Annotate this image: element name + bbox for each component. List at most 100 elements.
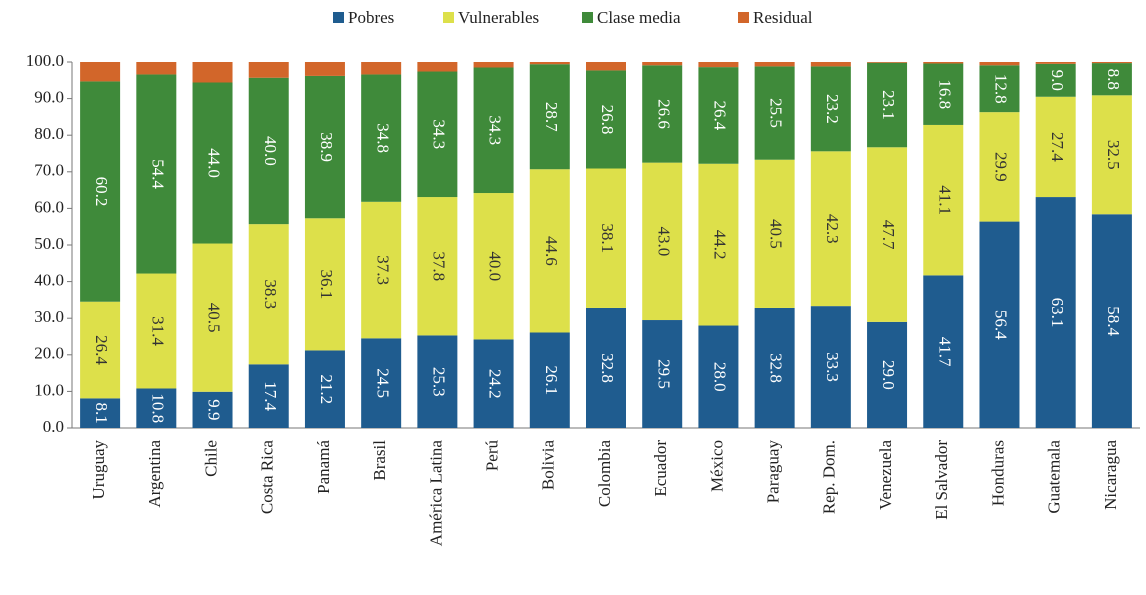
- data-label: 16.8: [935, 79, 954, 109]
- data-label: 34.3: [429, 119, 448, 149]
- data-label: 24.5: [373, 368, 392, 398]
- y-tick-label: 100.0: [26, 51, 64, 70]
- legend-swatch: [738, 12, 749, 23]
- data-label: 10.8: [148, 393, 167, 423]
- data-label: 47.7: [879, 220, 898, 250]
- bar-segment: [417, 62, 458, 72]
- bar-segment: [1091, 95, 1132, 215]
- data-label: 28.0: [711, 362, 730, 392]
- data-label: 26.6: [654, 99, 673, 129]
- x-tick-label: Rep. Dom.: [820, 440, 839, 514]
- data-label: 56.4: [992, 310, 1011, 340]
- bar-segment: [1035, 96, 1076, 198]
- bar-segment: [923, 124, 964, 276]
- bar-segment: [923, 63, 964, 125]
- data-label: 37.8: [429, 251, 448, 281]
- legend-label: Residual: [753, 8, 813, 27]
- data-label: 44.2: [711, 230, 730, 260]
- bar-segment: [810, 62, 851, 67]
- bar-segment: [417, 335, 458, 428]
- bar-segment: [810, 306, 851, 428]
- data-label: 41.7: [935, 337, 954, 367]
- data-label: 27.4: [1048, 132, 1067, 162]
- bar-segment: [867, 62, 908, 148]
- bar-segment: [586, 62, 626, 71]
- bar-segment: [304, 62, 345, 76]
- data-label: 8.8: [1104, 69, 1123, 90]
- data-label: 26.4: [711, 101, 730, 131]
- data-label: 44.6: [542, 236, 561, 266]
- bar-segment: [417, 197, 458, 336]
- data-label: 54.4: [148, 159, 167, 189]
- bar-segment: [473, 193, 514, 340]
- y-tick-label: 60.0: [34, 197, 64, 216]
- legend-swatch: [333, 12, 344, 23]
- bar-segment: [867, 321, 908, 428]
- bar-segment: [529, 169, 570, 333]
- bar-segment: [586, 307, 626, 428]
- bar-segment: [923, 62, 964, 64]
- data-label: 38.3: [261, 279, 280, 309]
- x-tick-label: Costa Rica: [258, 440, 277, 515]
- bar-segment: [136, 273, 177, 389]
- data-label: 29.9: [992, 152, 1011, 182]
- bar-segment: [473, 62, 514, 68]
- y-tick-label: 0.0: [43, 417, 64, 436]
- bar-segment: [80, 62, 121, 82]
- data-label: 42.3: [823, 214, 842, 244]
- bar-segment: [979, 221, 1020, 428]
- y-tick-label: 70.0: [34, 161, 64, 180]
- bar-segment: [417, 71, 458, 198]
- x-tick-label: Brasil: [370, 440, 389, 481]
- x-tick-label: Chile: [201, 440, 220, 477]
- bar-segment: [754, 159, 795, 308]
- x-tick-label: El Salvador: [932, 440, 951, 520]
- bar-segment: [1035, 63, 1076, 97]
- data-label: 43.0: [654, 226, 673, 256]
- bar-segment: [361, 74, 402, 202]
- data-label: 60.2: [92, 177, 111, 207]
- y-tick-label: 90.0: [34, 88, 64, 107]
- data-label: 58.4: [1104, 306, 1123, 336]
- data-label: 31.4: [148, 316, 167, 346]
- data-label: 32.5: [1104, 140, 1123, 170]
- bar-segment: [473, 339, 514, 428]
- bar-segment: [1035, 62, 1076, 64]
- x-tick-label: Argentina: [145, 440, 164, 508]
- bar-segment: [192, 391, 233, 428]
- data-label: 9.9: [205, 399, 224, 420]
- bar-segment: [1035, 197, 1076, 428]
- legend-label: Clase media: [597, 8, 681, 27]
- bar-segment: [529, 62, 570, 65]
- bar-segment: [248, 364, 289, 428]
- bar-segment: [1091, 62, 1132, 64]
- bar-segment: [1091, 63, 1132, 96]
- x-tick-label: Bolivia: [539, 440, 558, 491]
- bar-segment: [80, 81, 121, 302]
- bar-segment: [80, 301, 121, 399]
- data-label: 63.1: [1048, 298, 1067, 328]
- data-label: 12.8: [992, 74, 1011, 104]
- bar-segment: [754, 66, 795, 160]
- bar-segment: [642, 62, 683, 66]
- legend-label: Pobres: [348, 8, 394, 27]
- y-tick-label: 40.0: [34, 271, 64, 290]
- bar-segment: [979, 62, 1020, 66]
- data-label: 32.8: [598, 353, 617, 383]
- x-tick-label: Nicaragua: [1101, 440, 1120, 510]
- bar-segment: [810, 151, 851, 307]
- bar-segment: [304, 75, 345, 219]
- x-tick-label: Perú: [482, 440, 501, 472]
- x-tick-label: Paraguay: [764, 440, 783, 504]
- data-label: 36.1: [317, 269, 336, 299]
- data-label: 23.1: [879, 90, 898, 120]
- data-label: 26.4: [92, 335, 111, 365]
- data-label: 9.0: [1048, 70, 1067, 91]
- bar-segment: [304, 350, 345, 428]
- x-tick-label: Colombia: [595, 440, 614, 508]
- x-tick-label: Honduras: [988, 440, 1007, 506]
- data-label: 40.0: [486, 251, 505, 281]
- bar-segment: [136, 74, 177, 274]
- data-label: 40.5: [205, 303, 224, 333]
